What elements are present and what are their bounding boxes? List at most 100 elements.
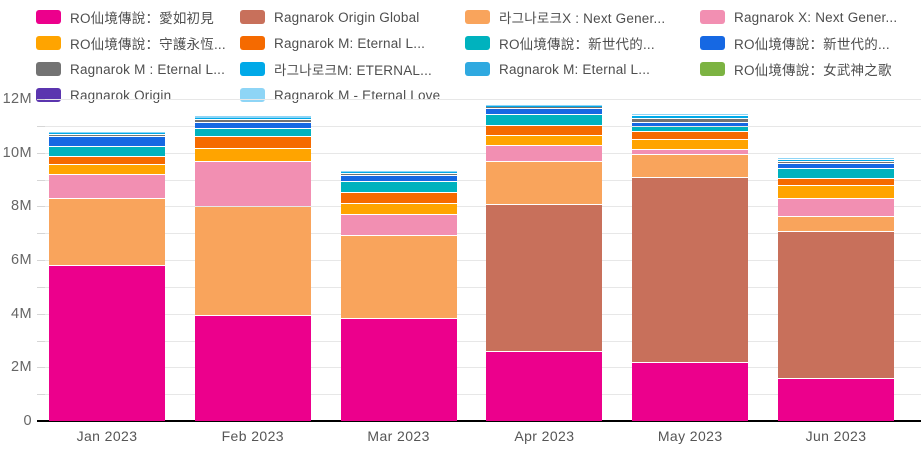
bar-segment[interactable]: [194, 149, 311, 161]
legend-swatch: [465, 62, 490, 76]
axis-tick: [37, 286, 45, 288]
bar-segment[interactable]: [49, 137, 165, 146]
legend-item[interactable]: 라그나로크X : Next Gener...: [465, 7, 700, 27]
bar-segment[interactable]: [194, 129, 311, 136]
bar-segment[interactable]: [194, 117, 311, 119]
legend-label: Ragnarok M : Eternal L...: [70, 61, 226, 77]
bar-segment[interactable]: [778, 178, 894, 185]
bar-segment[interactable]: [632, 116, 749, 119]
axis-tick: [37, 367, 45, 369]
bar-segment[interactable]: [778, 216, 894, 231]
gridline: [37, 340, 921, 342]
bar-segment[interactable]: [49, 164, 165, 175]
bar-segment[interactable]: [49, 175, 165, 199]
x-axis-label: Mar 2023: [367, 428, 430, 444]
legend-label: Ragnarok M: Eternal L...: [274, 35, 426, 51]
axis-tick: [37, 206, 45, 208]
bar-segment[interactable]: [340, 175, 457, 182]
y-axis-label: 12M: [2, 91, 32, 107]
bar-segment[interactable]: [632, 132, 749, 140]
axis-tick: [37, 179, 45, 181]
legend-item[interactable]: RO仙境傳說：愛如初見: [36, 7, 240, 27]
bar-segment[interactable]: [340, 215, 457, 235]
bar-segment[interactable]: [632, 114, 749, 116]
bar-segment[interactable]: [778, 185, 894, 199]
bar-segment[interactable]: [49, 266, 165, 421]
x-axis-label: May 2023: [657, 428, 723, 444]
legend-label: Ragnarok X: Next Gener...: [734, 9, 898, 25]
bar-segment[interactable]: [632, 119, 749, 123]
bar-segment[interactable]: [778, 160, 894, 161]
legend-item[interactable]: RO仙境傳說：新世代的...: [700, 33, 921, 53]
bar-segment[interactable]: [194, 316, 311, 421]
bar-segment[interactable]: [49, 132, 165, 134]
legend-label: Ragnarok M - Eternal Love: [274, 87, 441, 103]
y-axis-label: 6M: [11, 252, 32, 268]
bar-segment[interactable]: [340, 192, 457, 204]
bar-segment[interactable]: [340, 173, 457, 175]
bar-segment[interactable]: [194, 115, 311, 118]
bar-segment[interactable]: [49, 146, 165, 157]
bar-segment[interactable]: [486, 105, 603, 107]
legend-item[interactable]: Ragnarok X: Next Gener...: [700, 10, 921, 25]
bar-segment[interactable]: [778, 162, 894, 164]
bar-segment[interactable]: [49, 131, 165, 133]
bar-segment[interactable]: [632, 363, 749, 421]
bar-segment[interactable]: [486, 115, 603, 126]
bar-segment[interactable]: [632, 149, 749, 154]
gridline: [37, 206, 921, 208]
bar-segment[interactable]: [194, 136, 311, 149]
bar-segment[interactable]: [486, 145, 603, 161]
legend-item[interactable]: Ragnarok M : Eternal L...: [36, 62, 240, 77]
bar-segment[interactable]: [340, 204, 457, 215]
bar-segment[interactable]: [486, 352, 603, 421]
bar-segment[interactable]: [340, 171, 457, 173]
bar-segment[interactable]: [778, 164, 894, 169]
bar-segment[interactable]: [778, 231, 894, 379]
bar-segment[interactable]: [49, 134, 165, 137]
bar-segment[interactable]: [778, 169, 894, 178]
bar-segment[interactable]: [194, 123, 311, 128]
legend-item[interactable]: Ragnarok M: Eternal L...: [240, 36, 465, 51]
legend-item[interactable]: RO仙境傳說：守護永恆...: [36, 33, 240, 53]
legend-item[interactable]: Ragnarok Origin Global: [240, 10, 465, 25]
legend-item[interactable]: Ragnarok M: Eternal L...: [465, 62, 700, 77]
bar-segment[interactable]: [49, 157, 165, 164]
bar-segment[interactable]: [632, 155, 749, 177]
bar-segment[interactable]: [194, 207, 311, 315]
bar-segment[interactable]: [486, 126, 603, 135]
bar-segment[interactable]: [486, 135, 603, 145]
bar-segment[interactable]: [340, 235, 457, 318]
legend-item[interactable]: Ragnarok Origin: [36, 88, 240, 103]
legend-item[interactable]: RO仙境傳說：女武神之歌: [700, 59, 921, 79]
bar-segment[interactable]: [486, 105, 603, 107]
legend-label: Ragnarok M: Eternal L...: [499, 61, 651, 77]
bar-segment[interactable]: [340, 318, 457, 421]
bar-segment[interactable]: [778, 199, 894, 216]
legend-label: Ragnarok Origin: [70, 87, 172, 103]
legend-swatch: [465, 36, 490, 50]
bar-segment[interactable]: [486, 107, 603, 109]
bar-segment[interactable]: [194, 119, 311, 123]
bar-segment[interactable]: [632, 140, 749, 149]
bar-segment[interactable]: [49, 199, 165, 266]
legend-label: 라그나로크M: ETERNAL...: [274, 63, 432, 78]
legend-item[interactable]: 라그나로크M: ETERNAL...: [240, 59, 465, 79]
bar-segment[interactable]: [632, 126, 749, 132]
bar-segment[interactable]: [632, 123, 749, 126]
bar-segment[interactable]: [486, 204, 603, 352]
bar-segment[interactable]: [632, 177, 749, 362]
x-axis-line: [37, 420, 921, 422]
bar-segment[interactable]: [486, 109, 603, 114]
bar-segment[interactable]: [340, 182, 457, 192]
bar-segment[interactable]: [778, 379, 894, 421]
bar-segment[interactable]: [194, 161, 311, 207]
bar-segment[interactable]: [340, 171, 457, 172]
bar-segment[interactable]: [778, 158, 894, 160]
legend-swatch: [240, 62, 265, 76]
x-axis-label: Feb 2023: [221, 428, 284, 444]
bar-segment[interactable]: [486, 161, 603, 204]
legend-item[interactable]: Ragnarok M - Eternal Love: [240, 88, 465, 103]
legend-item[interactable]: RO仙境傳說：新世代的...: [465, 33, 700, 53]
axis-tick: [37, 313, 45, 315]
